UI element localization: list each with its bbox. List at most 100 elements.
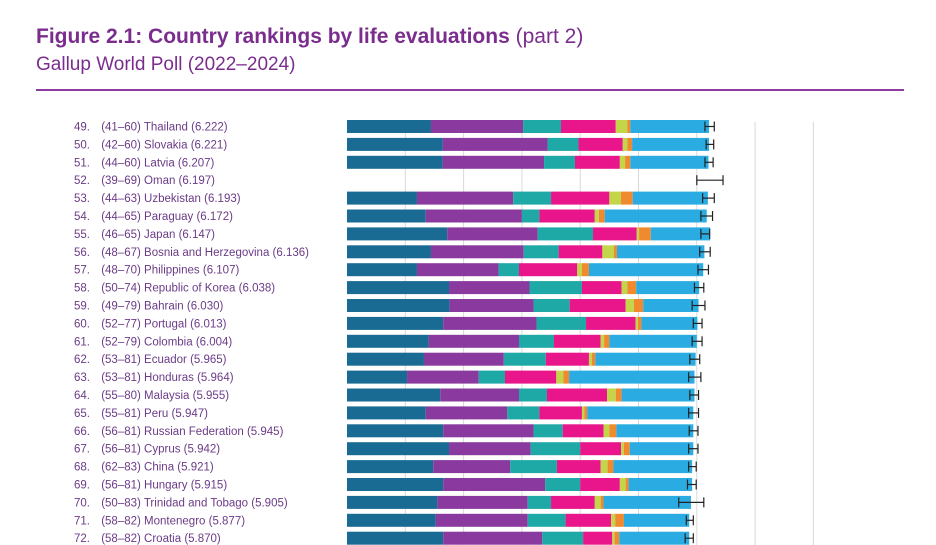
bar-segment (616, 424, 694, 438)
row-country: Malaysia (141, 390, 190, 402)
figure-title-suffix: (part 2) (515, 25, 584, 48)
bar-segment (347, 209, 426, 223)
row-rank: 52. (74, 175, 90, 187)
bar-segment (449, 442, 531, 456)
bar-segment (628, 478, 693, 491)
row-rank: 51. (74, 157, 90, 169)
row-label: 66. (56–81) Russian Federation (5.945) (74, 426, 284, 438)
row-country: Bahrain (141, 301, 184, 313)
row-score: (5.877) (205, 515, 245, 527)
row-score: (6.172) (193, 211, 233, 223)
bar-segment (544, 155, 575, 169)
row-rank: 50. (74, 139, 90, 151)
bar-segment (449, 299, 534, 312)
bar-segment (347, 460, 434, 474)
row-label: 70. (50–83) Trinidad and Tobago (5.905) (74, 497, 288, 509)
row-range: (52–79) (98, 336, 141, 348)
row-score: (5.955) (189, 390, 229, 402)
row-country: Philippines (141, 265, 200, 277)
bar-segment (560, 120, 616, 133)
bar-segment (580, 478, 620, 491)
bar-segment (594, 209, 599, 223)
row-rank: 68. (74, 462, 90, 474)
bar-segment (614, 531, 620, 545)
bar-segment (627, 281, 637, 295)
row-label: 50. (42–60) Slovakia (6.221) (74, 139, 227, 151)
bar-segment (619, 531, 690, 545)
bar-segment (600, 495, 604, 509)
bar-segment (523, 245, 559, 259)
bar-segment (623, 442, 630, 456)
row-range: (56–81) (98, 426, 141, 438)
bar-segment (347, 191, 417, 205)
row-rank: 55. (74, 229, 90, 241)
row-range: (52–77) (98, 318, 141, 330)
row-range: (55–81) (98, 408, 141, 420)
bar-segment (603, 495, 691, 509)
bar-segment (513, 191, 552, 205)
row-label: 55. (46–65) Japan (6.147) (74, 229, 215, 241)
row-label: 53. (44–63) Uzbekistan (6.193) (74, 193, 241, 205)
row-range: (58–82) (98, 515, 141, 527)
row-rank: 61. (74, 336, 90, 348)
row-country: Honduras (141, 372, 194, 384)
row-label: 63. (53–81) Honduras (5.964) (74, 372, 234, 384)
bar-segment (440, 388, 519, 402)
row-rank: 63. (74, 372, 90, 384)
bar-segment (443, 531, 543, 545)
bar-segment (635, 316, 638, 330)
bar-segment (588, 352, 592, 366)
bar-segment (347, 513, 436, 527)
row-label: 60. (52–77) Portugal (6.013) (74, 318, 227, 330)
bar-segment (595, 352, 696, 366)
bar-segment (547, 137, 579, 151)
bar-segment (603, 424, 610, 438)
bar-segment (633, 299, 644, 312)
bar-segment (584, 406, 588, 420)
bar-segment (425, 406, 508, 420)
title-block: Figure 2.1: Country rankings by life eva… (36, 24, 583, 78)
row-rank: 64. (74, 390, 90, 402)
row-label: 57. (48–70) Philippines (6.107) (74, 265, 239, 277)
bar-segment (587, 406, 694, 420)
bar-segment (347, 316, 444, 330)
bar-segment (416, 263, 499, 277)
bar-segment (510, 460, 557, 474)
bar-segment (558, 245, 603, 259)
bar-segment (583, 531, 613, 545)
bar-segment (347, 370, 408, 384)
bar-segment (521, 209, 540, 223)
row-rank: 53. (74, 193, 90, 205)
bar-segment (615, 513, 624, 527)
row-country: Hungary (141, 480, 188, 492)
bar-segment (503, 352, 546, 366)
bar-segment (632, 137, 710, 151)
row-label: 52. (39–69) Oman (6.197) (74, 175, 215, 187)
row-range: (44–63) (98, 193, 141, 205)
bar-segment (621, 442, 624, 456)
row-rank: 72. (74, 533, 90, 545)
row-label: 51. (44–60) Latvia (6.207) (74, 157, 215, 169)
row-score: (6.030) (184, 301, 224, 313)
bar-segment (347, 424, 444, 438)
row-rank: 66. (74, 426, 90, 438)
bar-segment (425, 209, 522, 223)
bar-segment (577, 263, 582, 277)
bar-segment (416, 191, 514, 205)
bar-segment (430, 120, 524, 133)
bar-segment (627, 120, 631, 133)
row-score: (6.038) (235, 283, 275, 295)
row-rank: 67. (74, 444, 90, 456)
row-score: (6.136) (269, 247, 309, 259)
row-score: (5.905) (248, 497, 288, 509)
bar-segment (591, 352, 596, 366)
row-country: Bosnia and Herzegovina (141, 247, 270, 259)
bar-segment (609, 191, 622, 205)
bar-segment (443, 478, 546, 491)
row-label: 69. (56–81) Hungary (5.915) (74, 480, 227, 492)
bar-segment (447, 227, 538, 241)
row-rank: 57. (74, 265, 90, 277)
bar-segment (621, 388, 695, 402)
bar-segment (347, 227, 448, 241)
bar-segment (539, 406, 582, 420)
